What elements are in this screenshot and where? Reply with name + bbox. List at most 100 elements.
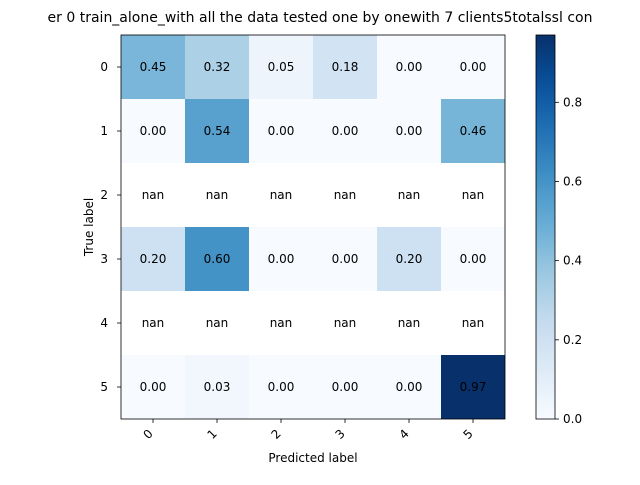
cell-value-label: 0.54: [204, 124, 231, 138]
heatmap-cell: [377, 163, 441, 227]
x-tick-label: 2: [269, 427, 284, 442]
cell-value-label: 0.00: [396, 380, 423, 394]
cell-value-label: 0.18: [332, 60, 359, 74]
heatmap-cell: [313, 163, 377, 227]
cell-value-label: nan: [334, 188, 357, 202]
cell-value-label: 0.00: [140, 380, 167, 394]
heatmap-cell: [249, 291, 313, 355]
heatmap-cell: [313, 99, 377, 163]
heatmap-cell: [121, 35, 185, 99]
cell-value-label: 0.20: [396, 252, 423, 266]
cell-value-label: 0.00: [332, 380, 359, 394]
heatmap-cell: [377, 99, 441, 163]
x-tick-label: 3: [333, 427, 348, 442]
heatmap-cell: [441, 99, 505, 163]
cell-value-label: 0.60: [204, 252, 231, 266]
plot-frame: [120, 34, 506, 420]
cell-value-label: 0.46: [460, 124, 487, 138]
heatmap-cell: [313, 291, 377, 355]
heatmap-cell: [441, 291, 505, 355]
cell-value-label: nan: [398, 188, 421, 202]
cell-value-label: nan: [462, 316, 485, 330]
heatmap-cell: [249, 35, 313, 99]
cell-value-label: nan: [206, 316, 229, 330]
y-axis-ticks: 0 1 2 3 4 5: [100, 60, 121, 394]
heatmap-cell: [441, 35, 505, 99]
heatmap-cell: [185, 291, 249, 355]
cell-value-label: 0.32: [204, 60, 231, 74]
heatmap-cell: [377, 291, 441, 355]
heatmap-cell: [441, 227, 505, 291]
colorbar-tick-label: 0.0: [563, 412, 582, 426]
heatmap-cell: [121, 355, 185, 419]
y-tick-label: 1: [100, 124, 108, 138]
cell-value-label: 0.45: [140, 60, 167, 74]
y-tick-label: 5: [100, 380, 108, 394]
heatmap-cell: [121, 99, 185, 163]
cell-value-label: 0.00: [332, 124, 359, 138]
heatmap-cell: [121, 291, 185, 355]
colorbar-ticks: 0.0 0.2 0.4 0.6 0.8: [555, 95, 582, 426]
heatmap-cells: [121, 35, 505, 419]
heatmap-cell: [377, 35, 441, 99]
heatmap-cell: [249, 99, 313, 163]
cell-value-label: nan: [142, 188, 165, 202]
cell-value-label: nan: [142, 316, 165, 330]
cell-value-label: 0.00: [460, 60, 487, 74]
y-axis-label: True label: [82, 198, 96, 257]
x-axis-label: Predicted label: [268, 451, 357, 465]
heatmap-cell: [249, 163, 313, 227]
heatmap-cell: [377, 227, 441, 291]
heatmap-cell: [121, 163, 185, 227]
heatmap-cell-labels: 0.45 0.32 0.05 0.18 0.00 0.00 0.00 0.54 0.00 0.00…: [140, 60, 487, 394]
heatmap-cell: [313, 355, 377, 419]
heatmap-cell: [185, 163, 249, 227]
cell-value-label: 0.97: [460, 380, 487, 394]
heatmap-cell: [121, 227, 185, 291]
cell-value-label: nan: [206, 188, 229, 202]
cell-value-label: nan: [462, 188, 485, 202]
cell-value-label: 0.00: [460, 252, 487, 266]
cell-value-label: 0.00: [332, 252, 359, 266]
heatmap-cell: [185, 99, 249, 163]
cell-value-label: nan: [270, 316, 293, 330]
x-tick-label: 5: [461, 427, 476, 442]
colorbar-tick-label: 0.6: [563, 174, 582, 188]
chart-title: er 0 train_alone_with all the data teste…: [48, 10, 593, 26]
heatmap-cell: [313, 35, 377, 99]
x-tick-label: 1: [205, 427, 220, 442]
y-tick-label: 3: [100, 252, 108, 266]
cell-value-label: nan: [398, 316, 421, 330]
heatmap-cell: [185, 227, 249, 291]
cell-value-label: nan: [334, 316, 357, 330]
cell-value-label: 0.03: [204, 380, 231, 394]
cell-value-label: nan: [270, 188, 293, 202]
colorbar-tick-label: 0.2: [563, 333, 582, 347]
y-tick-label: 2: [100, 188, 108, 202]
colorbar-tick-label: 0.4: [563, 254, 582, 268]
cell-value-label: 0.00: [396, 60, 423, 74]
colorbar-tick-label: 0.8: [563, 95, 582, 109]
cell-value-label: 0.05: [268, 60, 295, 74]
cell-value-label: 0.00: [396, 124, 423, 138]
x-tick-label: 4: [397, 427, 412, 442]
x-tick-label: 0: [141, 427, 156, 442]
x-axis-ticks: 0 1 2 3 4 5: [141, 419, 476, 442]
heatmap-cell: [441, 355, 505, 419]
colorbar: [535, 34, 556, 420]
heatmap-cell: [185, 355, 249, 419]
heatmap-cell: [377, 355, 441, 419]
heatmap-cell: [249, 355, 313, 419]
cell-value-label: 0.00: [140, 124, 167, 138]
cell-value-label: 0.00: [268, 380, 295, 394]
y-tick-label: 0: [100, 60, 108, 74]
y-tick-label: 4: [100, 316, 108, 330]
cell-value-label: 0.20: [140, 252, 167, 266]
heatmap-cell: [313, 227, 377, 291]
heatmap-cell: [185, 35, 249, 99]
heatmap-cell: [441, 163, 505, 227]
cell-value-label: 0.00: [268, 252, 295, 266]
cell-value-label: 0.00: [268, 124, 295, 138]
